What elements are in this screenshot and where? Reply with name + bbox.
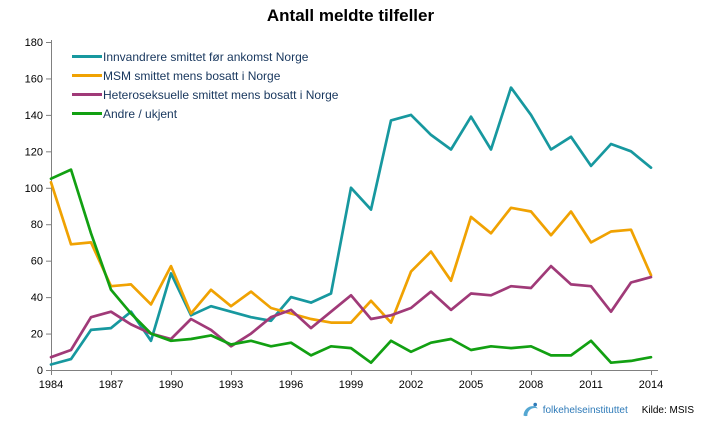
y-axis-tick-label: 20: [31, 329, 43, 341]
y-axis-tick-label: 80: [31, 219, 43, 231]
y-axis-tick-label: 40: [31, 292, 43, 304]
chart-footer: folkehelseinstituttet Kilde: MSIS: [522, 402, 696, 418]
y-axis-tick-label: 120: [25, 146, 43, 158]
y-axis-tick-label: 140: [25, 110, 43, 122]
x-axis-tick-label: 2008: [519, 379, 543, 391]
legend-label: Andre / ukjent: [103, 106, 178, 121]
legend-line-swatch: [72, 93, 102, 96]
legend-item-innvandrere: Innvandrere smittet før ankomst Norge: [72, 49, 338, 64]
y-axis-tick-label: 180: [25, 37, 43, 49]
series-line-3: [49, 168, 653, 365]
chart-legend: Innvandrere smittet før ankomst Norge MS…: [72, 49, 338, 121]
legend-line-swatch: [72, 112, 102, 115]
x-axis-tick-label: 1987: [99, 379, 123, 391]
legend-line-swatch: [72, 74, 102, 77]
fhi-swirl-icon: [523, 402, 538, 417]
series-line-1: [49, 180, 653, 324]
y-axis-tick-label: 60: [31, 256, 43, 268]
x-axis-tick-label: 2014: [639, 379, 663, 391]
legend-label: MSM smittet mens bosatt i Norge: [103, 68, 281, 83]
x-axis-tick-label: 1984: [39, 379, 63, 391]
legend-line-swatch: [72, 55, 102, 58]
logo-text: folkehelseinstituttet: [542, 404, 628, 416]
y-axis-tick-label: 0: [37, 365, 43, 377]
x-axis-tick-label: 2011: [579, 379, 603, 391]
legend-item-andre-ukjent: Andre / ukjent: [72, 106, 338, 121]
y-axis-tick-label: 100: [25, 183, 43, 195]
series-line-0: [49, 86, 653, 366]
series-line-2: [49, 264, 653, 359]
legend-item-heteroseksuelle: Heteroseksuelle smittet mens bosatt i No…: [72, 87, 338, 102]
legend-label: Innvandrere smittet før ankomst Norge: [103, 49, 309, 64]
x-axis-tick-label: 2005: [459, 379, 483, 391]
y-axis-tick-label: 160: [25, 73, 43, 85]
legend-item-msm: MSM smittet mens bosatt i Norge: [72, 68, 338, 83]
x-axis-tick-label: 2002: [399, 379, 423, 391]
x-axis-tick-label: 1996: [279, 379, 303, 391]
source-label: Kilde: MSIS: [641, 404, 694, 416]
legend-label: Heteroseksuelle smittet mens bosatt i No…: [103, 87, 339, 102]
x-axis-tick-label: 1999: [339, 379, 363, 391]
x-axis-tick-label: 1990: [159, 379, 183, 391]
x-axis-tick-label: 1993: [219, 379, 243, 391]
folkehelseinstituttet-logo: folkehelseinstituttet: [522, 402, 628, 418]
chart-title: Antall meldte tilfeller: [266, 6, 435, 25]
